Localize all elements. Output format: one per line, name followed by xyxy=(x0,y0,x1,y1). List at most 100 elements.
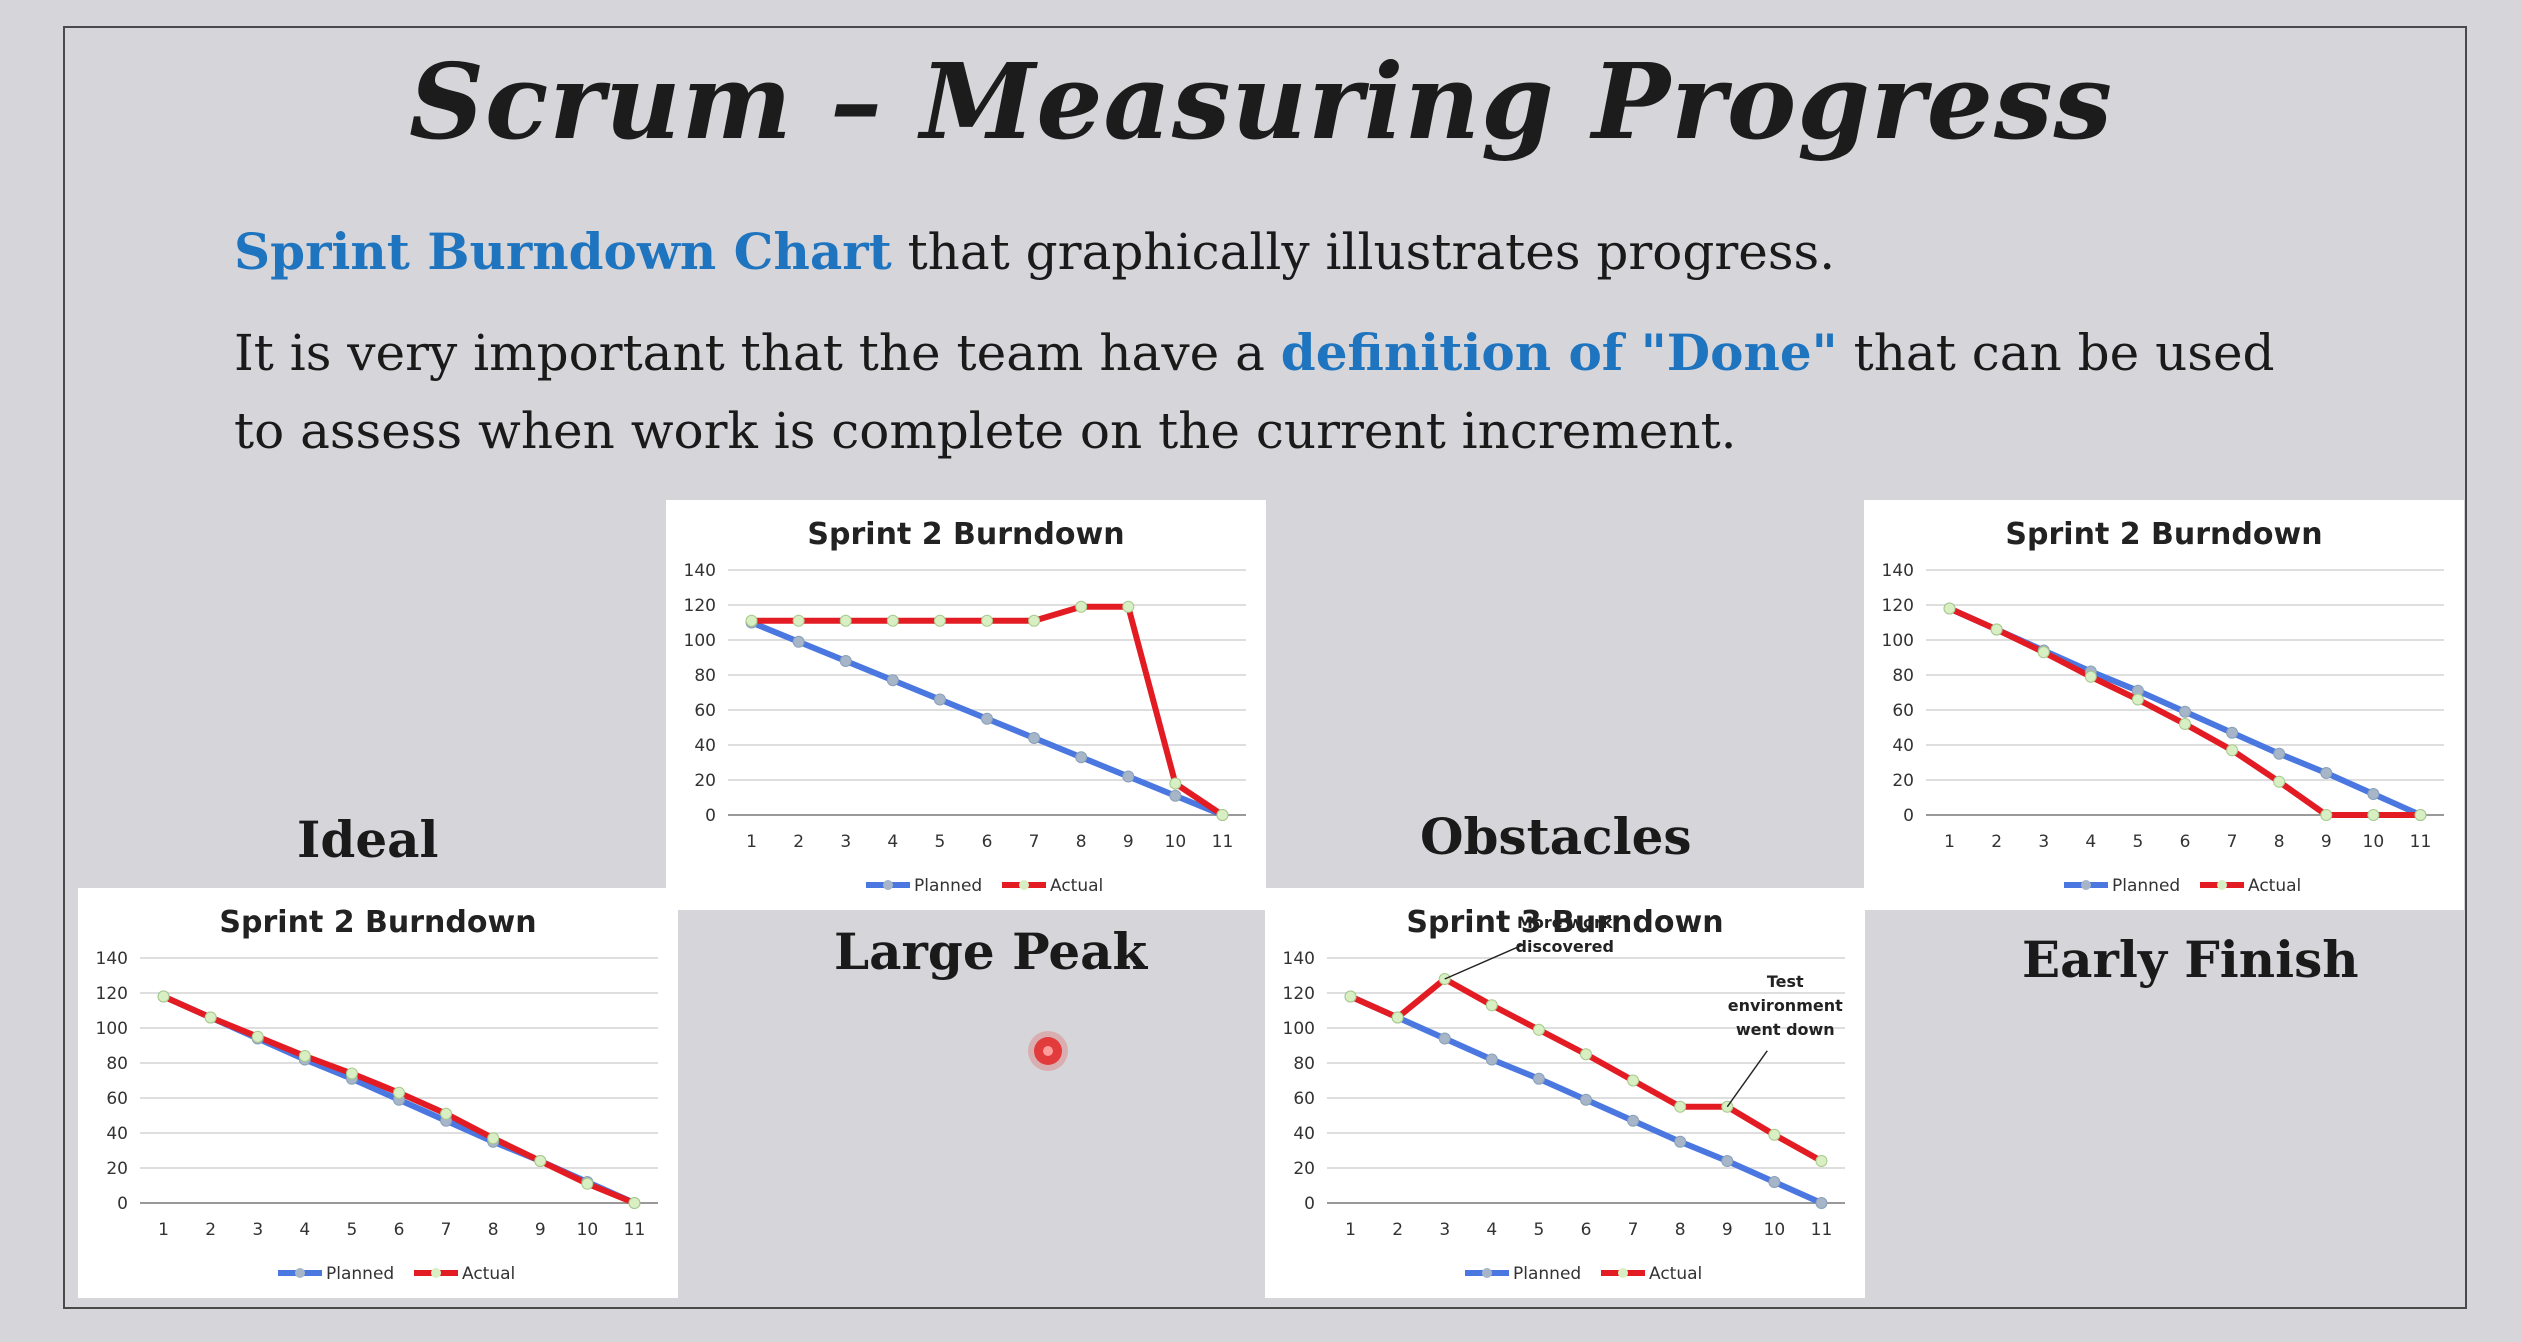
x-tick-label: 8 xyxy=(2274,832,2285,852)
data-point-planned xyxy=(1169,789,1182,802)
legend-marker-planned xyxy=(295,1268,305,1278)
x-tick-label: 7 xyxy=(1029,832,1040,852)
x-tick-label: 1 xyxy=(158,1220,169,1240)
y-tick-label: 120 xyxy=(684,596,716,616)
data-point-planned xyxy=(886,674,899,687)
data-point-actual xyxy=(1122,600,1135,613)
chart-title: Sprint 3 Burndown xyxy=(1406,905,1723,940)
data-point-planned xyxy=(1674,1135,1687,1148)
slide-frame xyxy=(63,26,2467,1309)
legend-marker-actual xyxy=(2217,880,2227,890)
data-point-actual xyxy=(2320,809,2333,821)
data-point-actual xyxy=(1344,990,1357,1003)
x-tick-label: 11 xyxy=(2410,832,2432,852)
data-point-planned xyxy=(1122,770,1135,783)
data-point-actual xyxy=(534,1155,547,1167)
x-tick-label: 1 xyxy=(1944,832,1955,852)
y-tick-label: 20 xyxy=(694,771,716,791)
x-tick-label: 1 xyxy=(1345,1220,1356,1240)
x-tick-label: 9 xyxy=(1722,1220,1733,1240)
data-point-planned xyxy=(1627,1114,1640,1127)
data-point-planned xyxy=(839,655,852,667)
legend-label: Actual xyxy=(462,1264,515,1284)
data-point-actual xyxy=(1721,1100,1734,1113)
data-point-actual xyxy=(1990,623,2003,636)
highlight-definition-of-done: definition of "Done" xyxy=(1280,323,1838,382)
data-point-actual xyxy=(1075,600,1088,613)
y-tick-label: 0 xyxy=(705,806,716,826)
y-tick-label: 140 xyxy=(1882,561,1914,581)
y-tick-label: 0 xyxy=(1304,1194,1315,1214)
legend-marker-actual xyxy=(431,1268,441,1278)
y-tick-label: 40 xyxy=(694,736,716,756)
y-tick-label: 140 xyxy=(96,949,128,969)
y-tick-label: 20 xyxy=(1293,1159,1315,1179)
data-point-actual xyxy=(1580,1048,1592,1061)
slide-title: Scrum – Measuring Progress xyxy=(408,40,2114,163)
data-point-actual xyxy=(1532,1023,1545,1036)
data-point-actual xyxy=(1815,1155,1828,1167)
data-point-actual xyxy=(1943,602,1956,615)
chart-ideal-svg: Sprint 2 Burndown 0 20 40 60 80 100 120 140 1 2 3 4 5… xyxy=(96,905,658,1284)
annotation-text: discovered xyxy=(1516,937,1614,956)
x-tick-label: 9 xyxy=(1123,832,1134,852)
data-point-planned xyxy=(2320,767,2333,779)
y-tick-label: 60 xyxy=(1892,701,1914,721)
legend-label: Actual xyxy=(2248,876,2301,896)
x-tick-label: 5 xyxy=(2132,832,2143,852)
x-tick-label: 1 xyxy=(746,832,757,852)
x-tick-label: 3 xyxy=(252,1220,263,1240)
x-tick-label: 8 xyxy=(1076,832,1087,852)
data-point-planned xyxy=(1075,751,1088,764)
data-point-actual xyxy=(298,1050,311,1062)
data-point-actual xyxy=(628,1197,641,1209)
x-tick-label: 4 xyxy=(887,832,898,852)
chart-large-peak-svg: Sprint 2 Burndown 0 20 40 60 80 100 120 140 1 2 3 4 5… xyxy=(684,517,1246,896)
y-tick-label: 0 xyxy=(1903,806,1914,826)
data-point-actual xyxy=(839,614,852,627)
data-point-planned xyxy=(2179,705,2191,718)
data-point-actual xyxy=(745,614,758,627)
x-tick-label: 2 xyxy=(793,832,804,852)
x-tick-label: 10 xyxy=(577,1220,599,1240)
data-point-planned xyxy=(1532,1072,1545,1085)
label-early-finish: Early Finish xyxy=(2022,930,2359,989)
data-point-planned xyxy=(1815,1197,1828,1209)
y-tick-label: 80 xyxy=(106,1054,128,1074)
label-large-peak: Large Peak xyxy=(834,922,1148,981)
x-tick-label: 6 xyxy=(2180,832,2191,852)
data-point-actual xyxy=(2414,809,2427,821)
x-tick-label: 7 xyxy=(1628,1220,1639,1240)
x-tick-label: 4 xyxy=(1486,1220,1497,1240)
chart-title: Sprint 2 Burndown xyxy=(807,517,1124,552)
legend-marker-planned xyxy=(2081,880,2091,890)
x-tick-label: 6 xyxy=(982,832,993,852)
data-point-actual xyxy=(204,1011,217,1024)
data-point-actual xyxy=(2226,744,2239,757)
annotation-leader xyxy=(1726,1050,1768,1108)
y-tick-label: 120 xyxy=(96,984,128,1004)
x-tick-label: 3 xyxy=(1439,1220,1450,1240)
y-tick-label: 140 xyxy=(684,561,716,581)
y-tick-label: 40 xyxy=(1293,1124,1315,1144)
y-tick-label: 60 xyxy=(694,701,716,721)
data-point-planned xyxy=(1485,1053,1498,1066)
data-point-actual xyxy=(981,614,993,627)
laser-pointer-icon xyxy=(1034,1037,1062,1065)
data-point-actual xyxy=(2367,809,2380,821)
data-point-actual xyxy=(1674,1100,1687,1113)
y-tick-label: 120 xyxy=(1283,984,1315,1004)
x-tick-label: 2 xyxy=(205,1220,216,1240)
chart-title: Sprint 2 Burndown xyxy=(2005,517,2322,552)
data-point-planned xyxy=(2273,747,2286,760)
chart-obstacles-svg: Sprint 3 Burndown 0 20 40 60 80 100 120 140 1 2 3 4 5… xyxy=(1283,905,1845,1284)
data-point-actual xyxy=(2179,718,2191,730)
chart-early-finish: Sprint 2 Burndown 0 20 40 60 80 100 120 140 1 2 3 4 5… xyxy=(1864,500,2464,910)
y-tick-label: 40 xyxy=(1892,736,1914,756)
chart-early-finish-svg: Sprint 2 Burndown 0 20 40 60 80 100 120 140 1 2 3 4 5… xyxy=(1882,517,2444,896)
y-tick-label: 100 xyxy=(1283,1019,1315,1039)
x-tick-label: 8 xyxy=(1675,1220,1686,1240)
legend-label: Actual xyxy=(1050,876,1103,896)
legend-marker-planned xyxy=(883,880,893,890)
data-point-actual xyxy=(2131,693,2144,706)
